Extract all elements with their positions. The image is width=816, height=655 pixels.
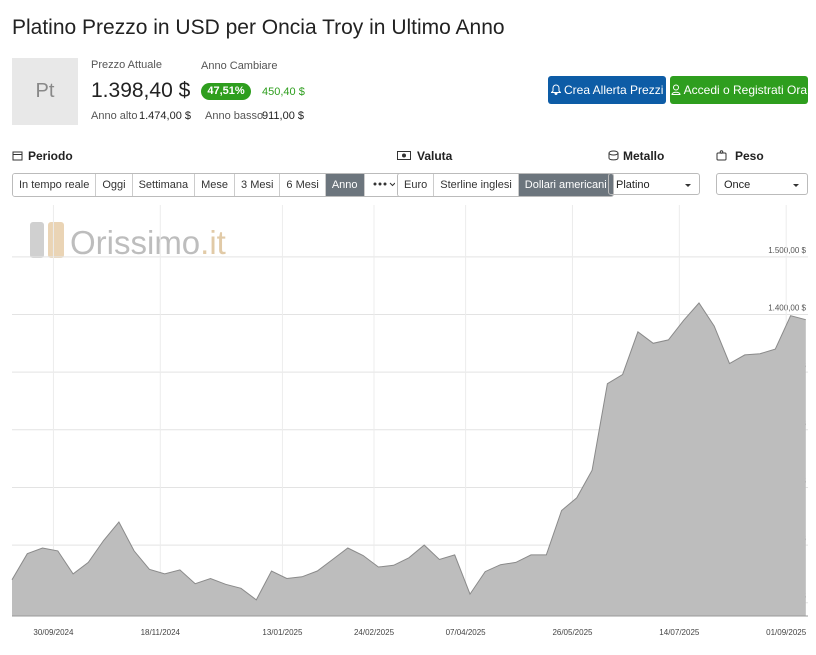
weight-label: Peso	[735, 149, 764, 163]
x-tick-label: 18/11/2024	[141, 628, 181, 637]
logo-bar	[30, 222, 44, 258]
x-tick-label: 14/07/2025	[659, 628, 700, 637]
period-label: Periodo	[28, 149, 73, 163]
segment-option[interactable]: 6 Mesi	[280, 174, 326, 196]
alert-button-label: Crea Allerta Prezzi	[563, 83, 664, 97]
login-button-label: Accedi o Registrati Ora	[683, 83, 808, 97]
change-label: Anno Cambiare	[201, 60, 278, 72]
low-label: Anno basso	[205, 110, 264, 122]
user-icon	[671, 84, 681, 95]
money-icon	[397, 151, 411, 160]
current-label: Prezzo Attuale	[91, 59, 162, 71]
segment-option[interactable]: Mese	[195, 174, 236, 196]
segment-option[interactable]: In tempo reale	[13, 174, 97, 196]
metal-label: Metallo	[623, 149, 665, 163]
currency-selector: Euro Sterline inglesi Dollari americani	[397, 173, 614, 197]
segment-option[interactable]: Euro	[398, 174, 435, 196]
y-tick-label: 1.400,00 $	[768, 304, 806, 313]
dots-icon	[373, 182, 395, 187]
y-tick-label: 1.500,00 $	[768, 246, 806, 255]
high-label: Anno alto	[91, 110, 138, 122]
calendar-icon	[12, 151, 23, 161]
page-title: Platino Prezzo in USD per Oncia Troy in …	[12, 16, 505, 39]
login-button[interactable]: Accedi o Registrati Ora	[670, 76, 808, 104]
change-pct: 47,51%	[201, 83, 251, 100]
x-tick-label: 01/09/2025	[766, 628, 807, 637]
currency-label: Valuta	[417, 149, 453, 163]
segment-option[interactable]: Anno	[325, 174, 365, 196]
metal-symbol: Pt	[12, 58, 78, 125]
current-price: 1.398,40 $	[91, 79, 191, 102]
weight-icon	[716, 150, 727, 161]
brand-suffix: .it	[200, 224, 226, 261]
x-tick-label: 07/04/2025	[446, 628, 487, 637]
bell-icon	[549, 84, 562, 95]
logo-bar	[48, 222, 64, 258]
watermark-text: Orissimo.it	[70, 224, 226, 261]
change-abs: 450,40 $	[262, 86, 305, 98]
brand: Orissimo	[70, 224, 200, 261]
metal-select[interactable]: Platino	[608, 173, 700, 195]
coins-icon	[608, 150, 619, 161]
segment-option[interactable]: 3 Mesi	[235, 174, 281, 196]
more-options[interactable]	[364, 174, 401, 196]
x-tick-label: 26/05/2025	[552, 628, 593, 637]
weight-select[interactable]: Once	[716, 173, 808, 195]
segment-option[interactable]: Settimana	[132, 174, 196, 196]
x-tick-label: 13/01/2025	[262, 628, 303, 637]
x-tick-label: 30/09/2024	[33, 628, 74, 637]
chart: Orissimo.it 900,00 $1.000,00 $1.100,00 $…	[11, 205, 808, 637]
watermark: Orissimo.it	[30, 222, 226, 261]
segment-option[interactable]: Sterline inglesi	[434, 174, 519, 196]
segment-option[interactable]: Oggi	[96, 174, 133, 196]
low-value: 911,00 $	[262, 110, 305, 122]
period-selector: In tempo reale Oggi Settimana Mese 3 Mesi 6 M…	[12, 173, 402, 197]
alert-button[interactable]: Crea Allerta Prezzi	[548, 76, 666, 104]
x-tick-label: 24/02/2025	[354, 628, 395, 637]
area	[12, 303, 806, 616]
high-value: 1.474,00 $	[139, 110, 191, 122]
price-line	[11, 302, 806, 601]
segment-option[interactable]: Dollari americani	[518, 174, 613, 196]
